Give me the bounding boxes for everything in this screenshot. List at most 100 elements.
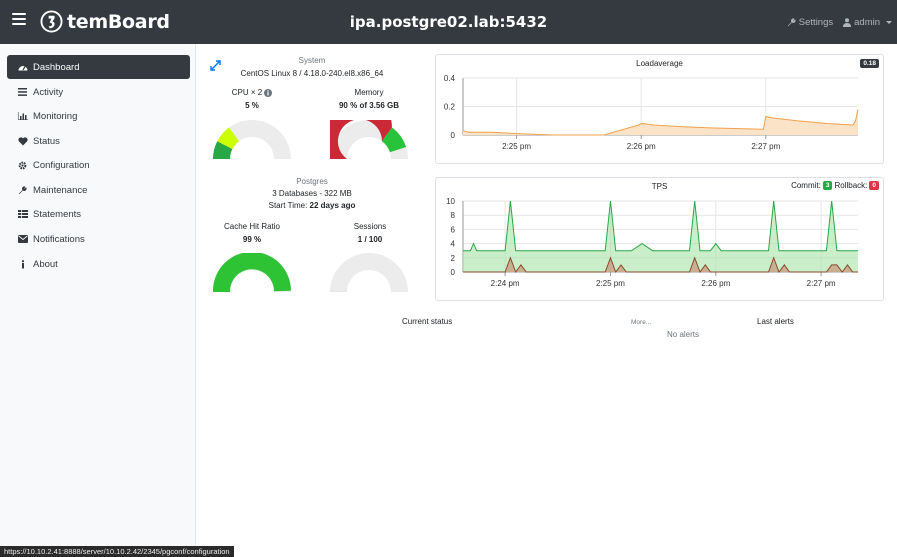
sessions-value: 1 / 100 [357,235,383,244]
chevron-down-icon [886,21,892,24]
rollback-badge: 0 [869,181,879,190]
gauge-segment [213,253,291,292]
postgres-heading: Postgres [296,177,328,186]
commit-label: Commit: [791,181,821,190]
loadaverage-card: Loadaverage 0.18 00.20.42:23 pm2:24 pm2:… [435,54,884,164]
postgres-databases: 3 Databases - 322 MB [272,189,352,198]
sidebar-item-maintenance[interactable]: Maintenance [7,178,190,202]
statements-icon [17,209,28,219]
user-menu[interactable]: admin [843,17,892,28]
loadaverage-title: Loadaverage [636,59,683,68]
sidebar-item-label: Monitoring [33,110,78,122]
brand-text: temBoard [67,10,170,33]
current-status-label: Current status [402,317,453,326]
x-tick-label: 2:25 pm [596,279,625,288]
postgres-start-time: Start Time: 22 days ago [197,201,427,210]
series-area [463,201,858,272]
system-heading: System [298,56,326,65]
heart-icon [17,136,28,146]
sidebar-item-status[interactable]: Status [7,129,190,153]
y-tick-label: 6 [451,225,456,234]
sidebar-item-dashboard[interactable]: Dashboard [7,55,190,79]
rollback-label: Rollback: [834,181,868,190]
user-label: admin [854,17,880,28]
cache-hit-gauge [213,253,291,292]
sidebar-item-label: Status [33,135,60,147]
gauge-segment [381,127,407,153]
y-tick-label: 10 [446,197,455,206]
browser-status-url: https://10.10.2.41:8888/server/10.10.2.4… [0,546,234,557]
expand-icon[interactable] [210,60,221,71]
y-tick-label: 0 [451,268,456,277]
sidebar-item-label: Configuration [33,159,90,171]
x-tick-label: 2:27 pm [751,142,780,151]
x-tick-label: 2:24 pm [491,279,520,288]
x-tick-label: 2:26 pm [701,279,730,288]
series-line [462,109,859,136]
y-tick-label: 0 [451,131,456,140]
postgres-panel: Postgres 3 Databases - 322 MB Start Time… [197,177,427,210]
cache-block: Cache Hit Ratio 99 % [212,222,292,244]
top-navbar: temBoard ipa.postgre02.lab:5432 Settings… [0,0,897,44]
start-time-label: Start Time: [268,201,308,210]
list-icon [17,87,28,97]
system-os: CentOS Linux 8 / 4.18.0-240.el8.x86_64 [240,69,384,78]
sidebar-item-about[interactable]: About [7,252,190,276]
sidebar-item-activity[interactable]: Activity [7,80,190,104]
sidebar: Dashboard Activity Monitoring Status Con… [0,44,196,557]
brand[interactable]: temBoard [40,10,170,33]
sessions-label: Sessions [353,222,387,231]
y-tick-label: 4 [451,240,456,249]
sidebar-item-label: Dashboard [33,61,80,73]
start-time-value: 22 days ago [309,201,356,210]
cache-label: Cache Hit Ratio [223,222,281,231]
y-tick-label: 0.2 [444,103,456,112]
series-line [463,256,858,274]
memory-gauge [330,120,408,159]
sessions-block: Sessions 1 / 100 [330,222,410,244]
loadaverage-badge: 0.18 [860,59,879,68]
cache-value: 99 % [242,235,262,244]
gauge-segment [330,120,392,159]
y-tick-label: 0.4 [444,74,456,83]
tachometer-icon [17,62,28,72]
sidebar-item-label: Notifications [33,233,85,245]
gauge-track [330,253,408,292]
memory-label: Memory [354,88,384,97]
bar-chart-icon [17,111,28,121]
wrench-icon [787,18,796,27]
cpu-label: CPU × 2 [231,88,263,97]
gauge-segment [330,290,348,292]
sidebar-item-notifications[interactable]: Notifications [7,227,190,251]
hamburger-menu-icon[interactable] [12,13,26,27]
y-tick-label: 2 [451,254,456,263]
gauge-segment [217,127,240,150]
cpu-block: CPU × 2 5 % [212,88,292,110]
x-tick-label: 2:25 pm [502,142,531,151]
wrench-icon [17,185,28,195]
gear-icon [17,160,28,170]
memory-block: Memory 90 % of 3.56 GB [329,88,409,110]
cpu-value: 5 % [245,101,259,110]
series-line [463,200,858,252]
sidebar-item-configuration[interactable]: Configuration [7,153,190,177]
sidebar-item-monitoring[interactable]: Monitoring [7,104,190,128]
more-link[interactable]: More... [631,319,652,326]
gauge-segment [213,141,233,159]
info-icon [17,259,28,269]
no-alerts-text: No alerts [667,330,700,339]
settings-link[interactable]: Settings [787,17,833,28]
tps-legend: Commit: 3 Rollback: 0 [791,181,879,190]
commit-badge: 3 [822,181,833,190]
series-area [463,109,858,135]
x-tick-label: 2:26 pm [627,142,656,151]
temboard-logo-icon [40,10,63,33]
user-icon [843,18,852,27]
dashboard-main: System CentOS Linux 8 / 4.18.0-240.el8.x… [197,44,897,557]
sidebar-item-statements[interactable]: Statements [7,202,190,226]
sidebar-item-label: Statements [33,208,82,220]
memory-value: 90 % of 3.56 GB [338,101,400,110]
info-icon[interactable] [264,88,273,97]
